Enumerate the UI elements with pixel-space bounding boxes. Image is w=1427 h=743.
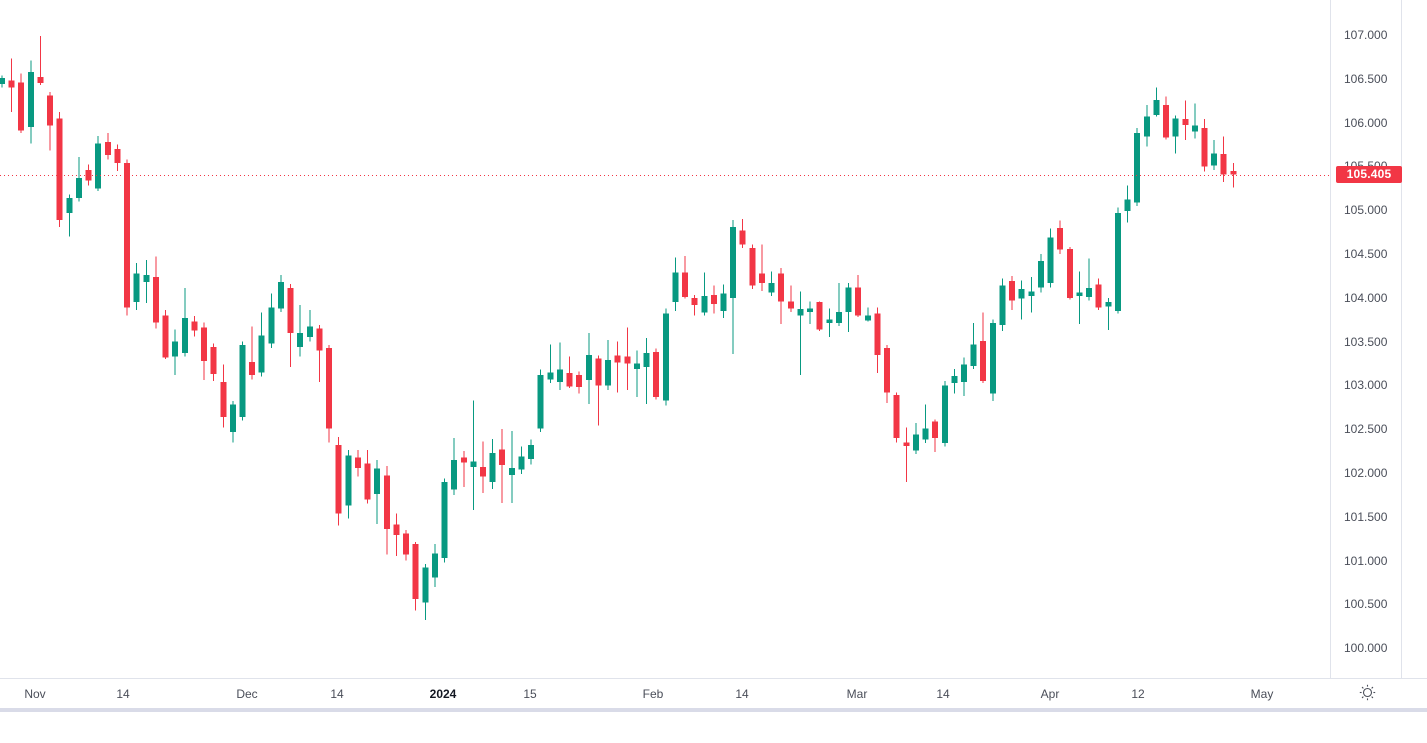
time-axis-label: 2024: [429, 687, 457, 701]
time-axis-label: May: [1250, 687, 1274, 701]
time-axis-label: Apr: [1040, 687, 1060, 701]
price-axis-label: 104.500: [1344, 247, 1388, 261]
time-axis-label: 12: [1131, 687, 1145, 701]
bottom-divider: [0, 708, 1427, 712]
price-axis-label: 103.000: [1344, 378, 1388, 392]
time-axis-label: 14: [936, 687, 950, 701]
price-axis-label: 101.000: [1344, 554, 1388, 568]
last-price-badge: 105.405: [1336, 166, 1402, 183]
price-axis-right-border: [1401, 0, 1402, 678]
time-axis-label: 14: [330, 687, 344, 701]
price-axis-label: 107.000: [1344, 28, 1388, 42]
price-axis-label: 103.500: [1344, 335, 1388, 349]
price-axis-label: 105.000: [1344, 203, 1388, 217]
time-axis-label: Feb: [642, 687, 664, 701]
time-axis-label: 14: [735, 687, 749, 701]
price-axis-label: 104.000: [1344, 291, 1388, 305]
candlesticks: [0, 35, 1237, 621]
price-axis-label: 100.000: [1344, 641, 1388, 655]
time-axis-label: 14: [116, 687, 130, 701]
price-axis-label: 106.500: [1344, 72, 1388, 86]
price-axis-label: 101.500: [1344, 510, 1388, 524]
time-axis-label: Dec: [236, 687, 258, 701]
time-axis-label: 15: [523, 687, 537, 701]
settings-gear-icon: [1359, 684, 1376, 704]
last-price-line: [0, 175, 1336, 176]
time-axis-label: Nov: [24, 687, 46, 701]
price-axis-label: 106.000: [1344, 116, 1388, 130]
time-axis-label: Mar: [846, 687, 868, 701]
chart-plot-area[interactable]: [0, 0, 1336, 678]
price-axis-label: 102.500: [1344, 422, 1388, 436]
settings-gear-button[interactable]: [1356, 684, 1378, 704]
price-axis-label: 100.500: [1344, 597, 1388, 611]
price-axis[interactable]: 105.405 107.000106.500106.000105.500105.…: [1330, 0, 1427, 678]
time-axis[interactable]: Nov 14 Dec 14 2024 15 Feb 14 Mar 14 Apr 12 May: [0, 678, 1427, 708]
price-axis-label: 102.000: [1344, 466, 1388, 480]
